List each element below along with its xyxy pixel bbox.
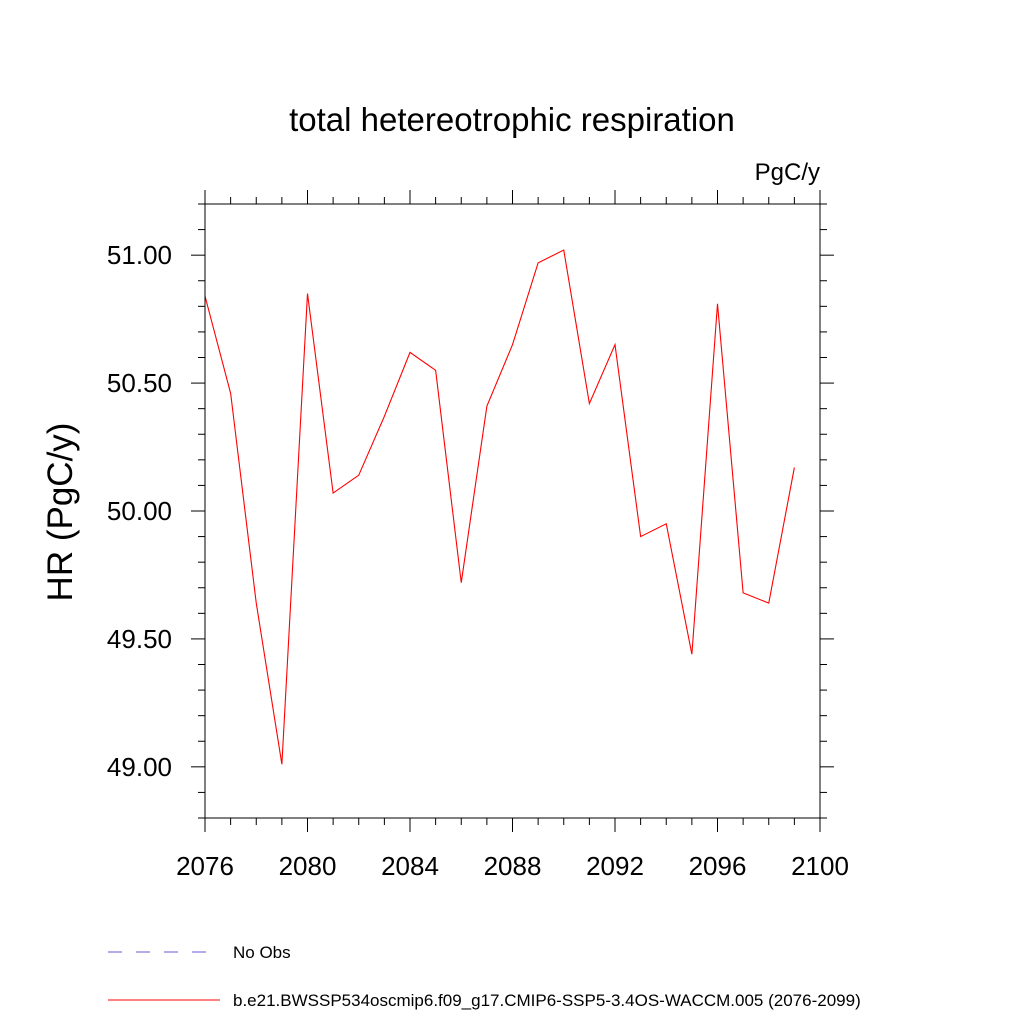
y-tick-label: 49.50: [107, 624, 172, 654]
y-axis-label: HR (PgC/y): [41, 423, 80, 602]
series-line: [204, 249, 795, 765]
legend-label: b.e21.BWSSP534oscmip6.f09_g17.CMIP6-SSP5…: [233, 991, 861, 1010]
chart-title: total hetereotrophic respiration: [289, 101, 735, 138]
x-tick-label: 2088: [484, 851, 542, 881]
units-label: PgC/y: [755, 159, 820, 186]
legend-label: No Obs: [233, 943, 291, 962]
x-tick-label: 2100: [791, 851, 849, 881]
y-tick-label: 50.00: [107, 496, 172, 526]
legend: No Obs b.e21.BWSSP534oscmip6.f09_g17.CMIP…: [108, 943, 861, 1010]
y-tick-label: 49.00: [107, 752, 172, 782]
x-tick-label: 2084: [381, 851, 439, 881]
y-tick-label: 51.00: [107, 240, 172, 270]
plot-frame: [204, 203, 821, 819]
axis-ticks: [191, 190, 834, 832]
x-tick-label: 2080: [279, 851, 337, 881]
axis-tick-labels: 2076 2080 2084 2088 2092 2096 2100 49.00 49.50 50…: [107, 240, 849, 881]
x-tick-label: 2096: [689, 851, 747, 881]
y-tick-label: 50.50: [107, 368, 172, 398]
series-layer: [204, 249, 795, 765]
x-tick-label: 2092: [586, 851, 644, 881]
x-tick-label: 2076: [176, 851, 234, 881]
